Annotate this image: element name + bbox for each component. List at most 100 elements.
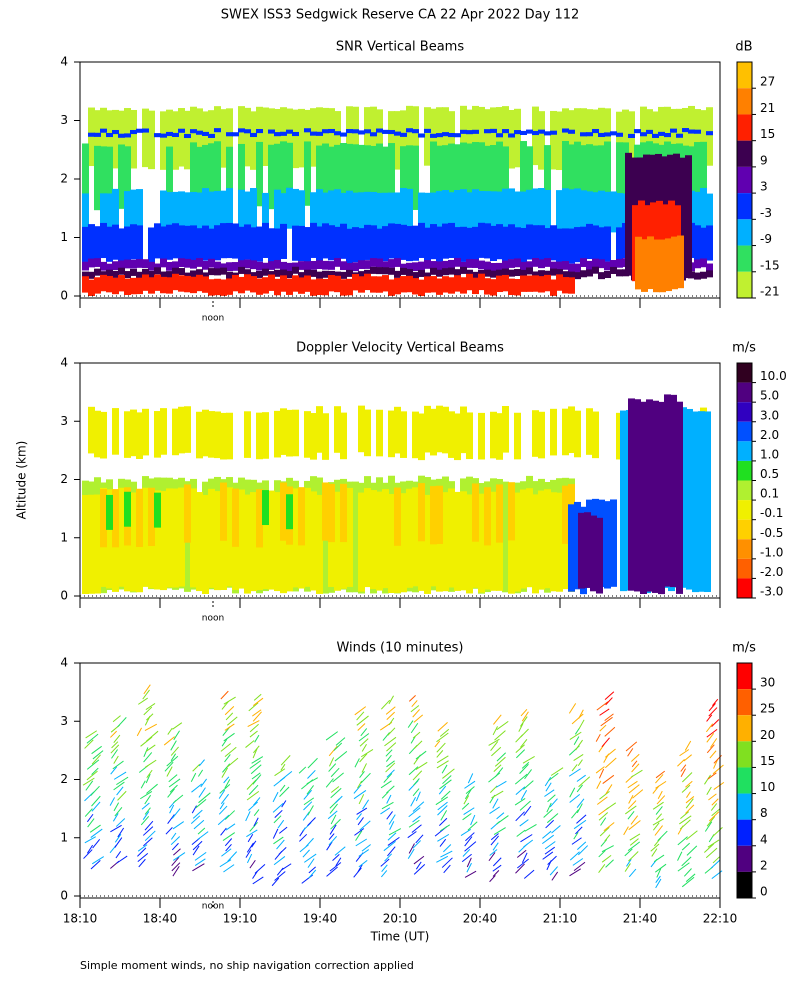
field-cell [490, 262, 497, 272]
wind-barb [360, 749, 374, 758]
field-cell [382, 275, 389, 292]
field-cell [250, 227, 257, 263]
field-cell [538, 270, 545, 278]
field-cell [184, 484, 191, 543]
field-cell [208, 488, 215, 588]
field-cell [520, 275, 527, 292]
field-cell [580, 270, 587, 278]
field-cell [388, 259, 395, 268]
field-cell [280, 494, 287, 594]
wind-barb [83, 849, 93, 859]
field-cell [550, 225, 557, 261]
field-cell [364, 260, 371, 269]
field-cell [620, 410, 627, 592]
field-cell [616, 227, 623, 263]
field-cell [418, 222, 425, 258]
wind-barb [112, 760, 124, 770]
wind-barb [677, 836, 688, 846]
field-cell [292, 275, 299, 292]
wind-barb [631, 763, 640, 773]
field-cell [364, 129, 371, 134]
field-cell [508, 278, 515, 295]
wind-barb [381, 864, 388, 872]
field-cell [166, 131, 173, 137]
wind-barb [605, 748, 616, 758]
field-cell [286, 278, 293, 295]
x-tick-label: 22:10 [703, 912, 738, 926]
field-cell [88, 258, 95, 268]
colorbar-tick-label: 15 [760, 754, 775, 768]
wind-barb [302, 849, 310, 858]
field-cell [574, 263, 581, 273]
field-cell [412, 262, 419, 272]
wind-barb [627, 800, 637, 810]
wind-barb [549, 798, 558, 808]
field-cell [616, 193, 623, 234]
wind-barb [685, 798, 694, 809]
field-cell [94, 494, 101, 594]
field-cell [544, 131, 551, 136]
field-cell [424, 192, 431, 234]
wind-barb [166, 755, 179, 767]
field-cell [574, 272, 581, 280]
wind-barb [464, 836, 473, 847]
field-cell [106, 494, 113, 530]
field-cell [88, 271, 95, 279]
field-cell [184, 225, 191, 261]
wind-barb [443, 864, 451, 874]
field-cell [112, 270, 119, 278]
field-cell [694, 191, 701, 233]
field-cell [604, 271, 611, 279]
wind-barb [490, 741, 499, 751]
wind-barb [143, 747, 149, 758]
field-cell [118, 487, 125, 587]
field-cell [280, 193, 287, 235]
wind-barb [143, 752, 153, 763]
field-cell [520, 269, 527, 277]
wind-barb [467, 773, 474, 784]
field-cell [286, 108, 293, 168]
y-axis-label: Altitude (km) [15, 441, 29, 520]
wind-barb [491, 790, 504, 799]
wind-barb [517, 858, 529, 869]
wind-barb [218, 789, 226, 799]
wind-barb [603, 822, 615, 832]
field-cell [364, 273, 371, 291]
wind-barb [169, 804, 175, 814]
wind-barb [466, 857, 472, 868]
wind-barb [192, 763, 201, 772]
wind-barb [91, 767, 99, 776]
field-cell [568, 277, 575, 294]
field-cell [286, 409, 293, 457]
colorbar-swatch [737, 166, 752, 194]
field-cell [466, 143, 473, 208]
wind-barb [192, 863, 205, 872]
wind-barb [387, 836, 400, 846]
field-cell [424, 272, 431, 280]
field-cell [94, 268, 101, 276]
field-cell [310, 279, 317, 296]
field-cell [562, 485, 569, 544]
wind-barb [524, 769, 532, 780]
wind-barb [329, 862, 342, 872]
field-cell [442, 132, 449, 137]
field-cell [160, 491, 167, 591]
wind-barb [604, 713, 614, 722]
wind-barb [628, 851, 639, 862]
wind-barb [604, 726, 616, 737]
field-cell [418, 261, 425, 271]
field-cell [436, 261, 443, 271]
colorbar-tick-label: -2.0 [760, 565, 783, 579]
wind-barb [198, 792, 211, 804]
wind-barb [252, 709, 262, 717]
field-cell [694, 259, 701, 269]
colorbar-swatch [737, 382, 752, 403]
field-cell [172, 132, 179, 137]
field-cell [574, 141, 581, 207]
wind-barb [328, 763, 337, 772]
wind-barb [712, 764, 724, 775]
field-cell [496, 191, 503, 233]
field-cell [418, 133, 425, 138]
wind-barb [437, 805, 448, 816]
y-tick-label: 4 [60, 55, 68, 69]
